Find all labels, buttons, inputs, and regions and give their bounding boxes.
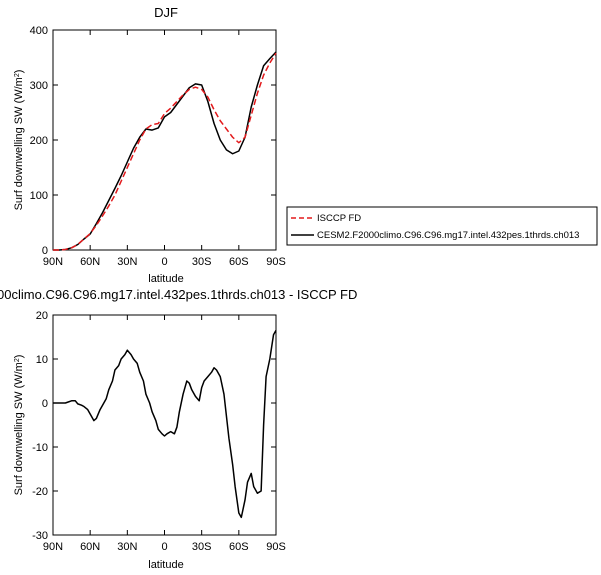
- bottom-chart: F2000climo.C96.C96.mg17.intel.432pes.1th…: [0, 287, 357, 571]
- x-tick-label: 30N: [117, 256, 137, 268]
- bottom-y-axis-label: Surf downwelling SW (W/m2): [13, 355, 25, 496]
- top-x-axis-label: latitude: [148, 273, 183, 285]
- y-tick-label: 0: [42, 398, 48, 410]
- x-tick-label: 30N: [117, 541, 137, 553]
- y-tick-label: 300: [30, 80, 48, 92]
- top-series-group: [53, 51, 277, 251]
- bottom-y-axis-label-sup: 2: [14, 358, 21, 362]
- bottom-series-group: [53, 330, 277, 519]
- x-tick-label: 90N: [43, 256, 63, 268]
- series-line-isccp: [53, 52, 277, 251]
- x-tick-label: 60S: [229, 541, 249, 553]
- top-x-ticks: 90N 60N 30N 0 30S 60S 90S: [43, 30, 286, 268]
- bottom-plot-frame: [52, 314, 277, 536]
- top-y-axis-label: Surf downwelling SW (W/m2): [13, 70, 25, 211]
- legend: ISCCP FD CESM2.F2000climo.C96.C96.mg17.i…: [286, 206, 598, 246]
- legend-label-cesm2: CESM2.F2000climo.C96.C96.mg17.intel.432p…: [317, 230, 579, 241]
- x-tick-label: 0: [161, 541, 167, 553]
- y-tick-label: 10: [36, 354, 48, 366]
- top-chart: DJF 0 100 200 300 400 90N 60N 30N 0 30S 60S 90S la…: [13, 5, 598, 285]
- y-tick-label: 200: [30, 135, 48, 147]
- legend-label-isccp: ISCCP FD: [317, 213, 361, 224]
- y-tick-label: -30: [32, 530, 48, 542]
- bottom-x-axis-label: latitude: [148, 559, 183, 571]
- top-chart-title: DJF: [154, 5, 178, 20]
- x-tick-label: 30S: [192, 541, 212, 553]
- x-tick-label: 60N: [80, 256, 100, 268]
- y-tick-label: -20: [32, 486, 48, 498]
- legend-box: [286, 206, 598, 246]
- x-tick-label: 60S: [229, 256, 249, 268]
- bottom-chart-title: F2000climo.C96.C96.mg17.intel.432pes.1th…: [0, 287, 357, 302]
- y-tick-label: 20: [36, 310, 48, 322]
- y-tick-label: 400: [30, 25, 48, 37]
- y-tick-label: -10: [32, 442, 48, 454]
- x-tick-label: 90S: [266, 256, 286, 268]
- y-tick-label: 100: [30, 190, 48, 202]
- x-tick-label: 60N: [80, 541, 100, 553]
- x-tick-label: 0: [161, 256, 167, 268]
- bottom-y-ticks: -30 -20 -10 0 10 20: [32, 310, 276, 542]
- top-y-ticks: 0 100 200 300 400: [30, 25, 276, 257]
- top-y-axis-label-sup: 2: [14, 73, 21, 77]
- x-tick-label: 30S: [192, 256, 212, 268]
- top-plot-frame: [52, 29, 277, 251]
- bottom-x-ticks: 90N 60N 30N 0 30S 60S 90S: [43, 315, 286, 553]
- series-line-difference: [53, 330, 277, 519]
- x-tick-label: 90S: [266, 541, 286, 553]
- x-tick-label: 90N: [43, 541, 63, 553]
- series-line-cesm2: [53, 51, 277, 251]
- y-tick-label: 0: [42, 245, 48, 257]
